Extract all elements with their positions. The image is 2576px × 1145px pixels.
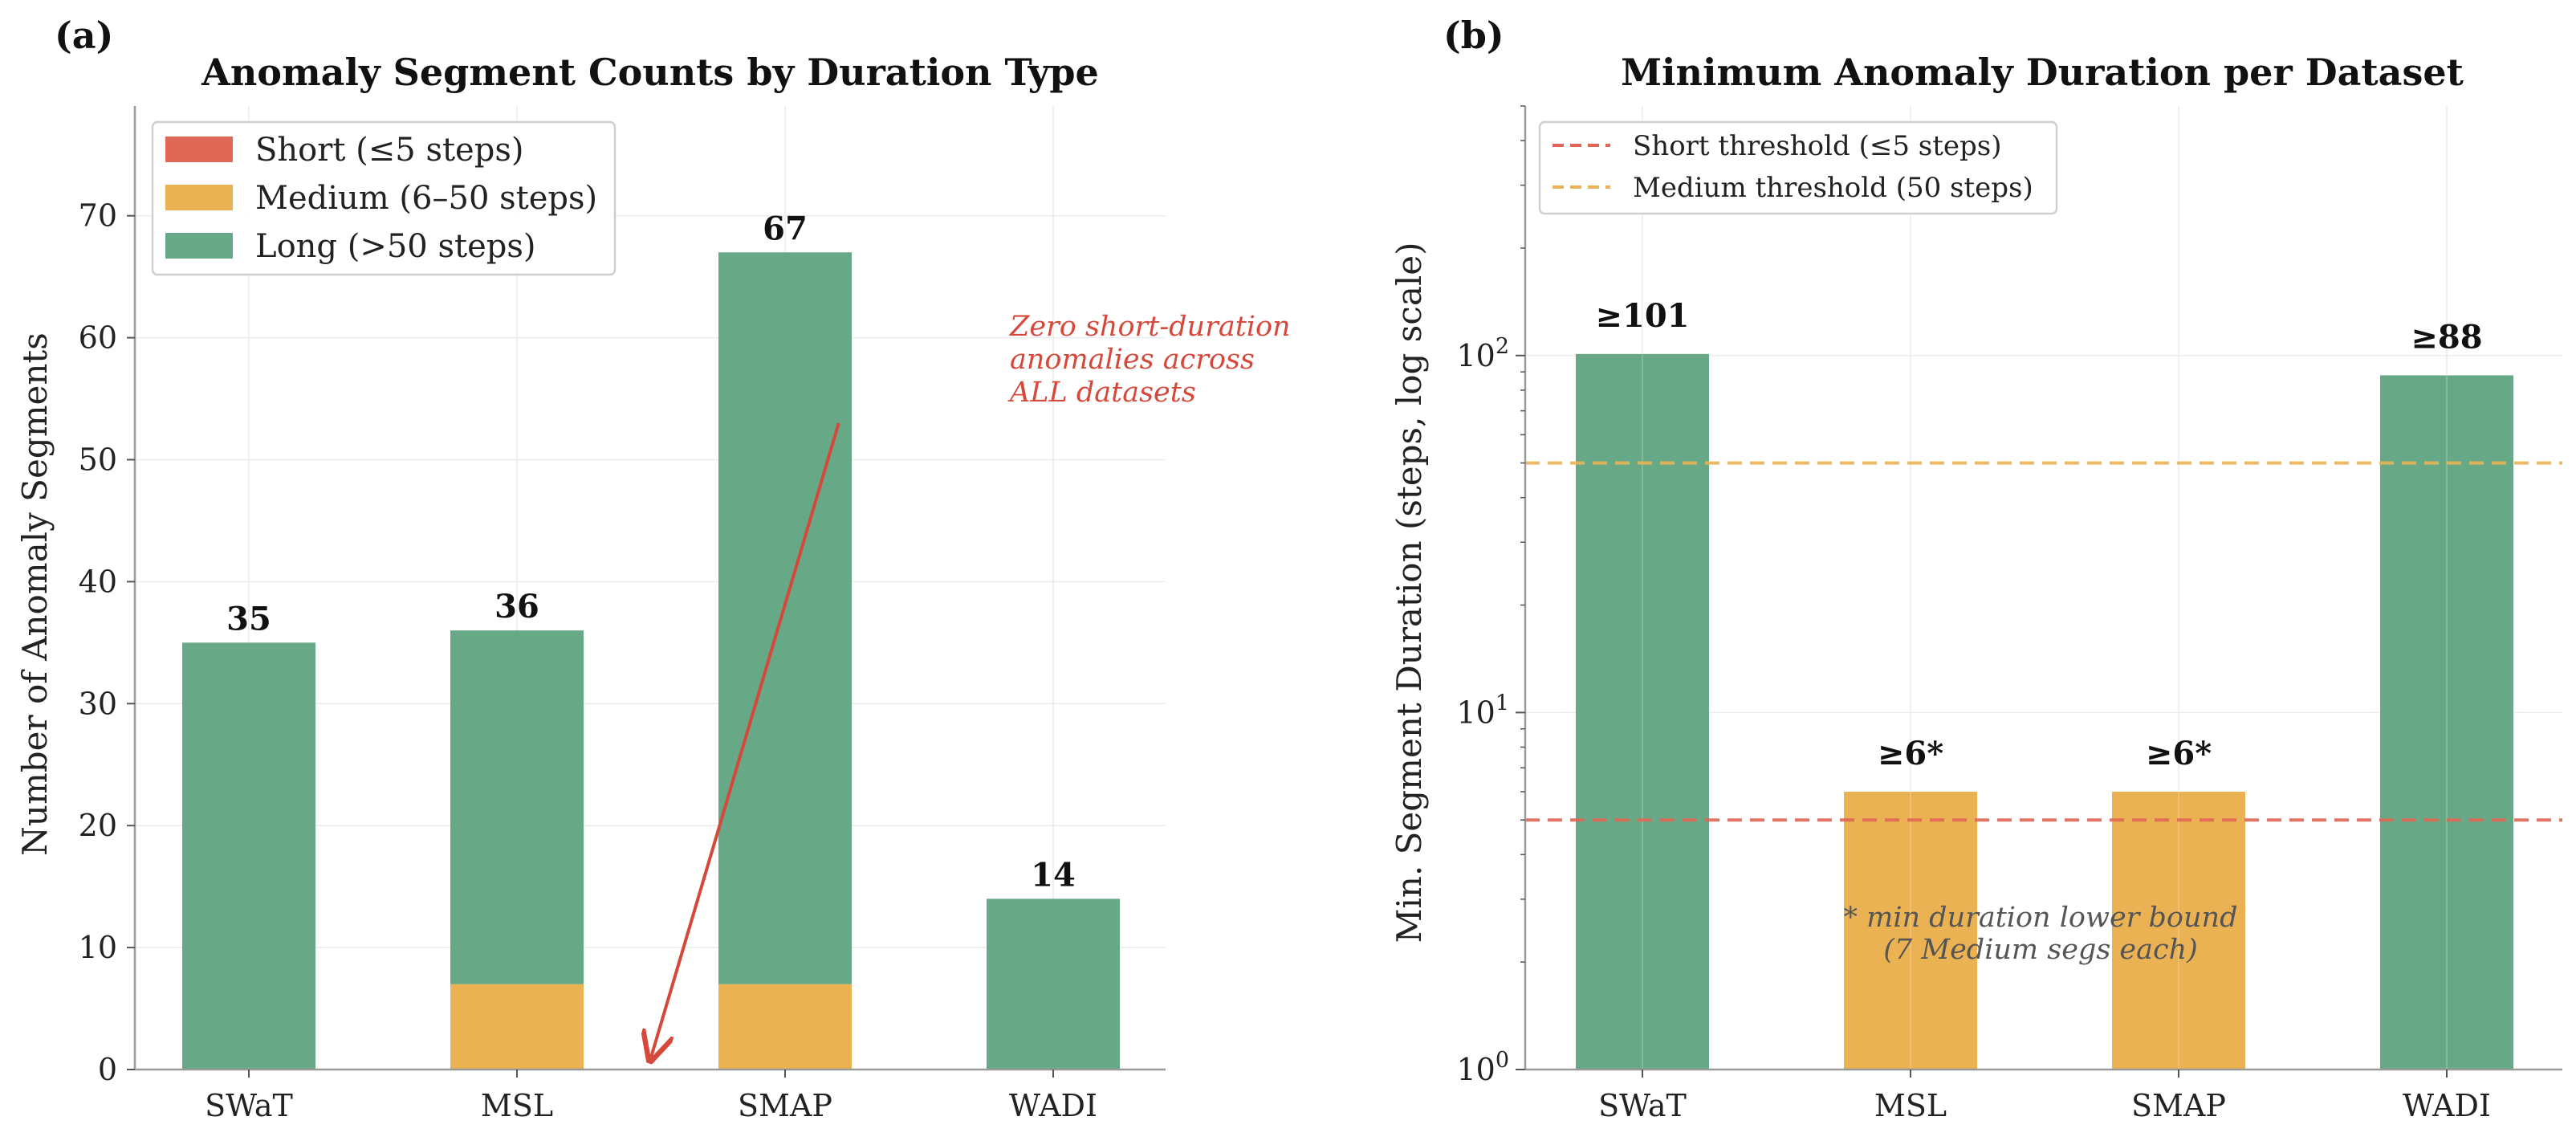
panel-b-legend: Short threshold (≤5 steps) Medium thresho… xyxy=(1538,120,2058,215)
legend-label-1: Medium (6–50 steps) xyxy=(255,180,597,217)
legend-label-1: Medium threshold (50 steps) xyxy=(1633,172,2033,204)
chart-panel-a: (a) Anomaly Segment Counts by Duration T… xyxy=(15,14,1291,1123)
legend-swatch-2 xyxy=(165,233,233,259)
panel-b-threshold-lines xyxy=(1525,461,2562,822)
y-tick-base: 10 xyxy=(1456,338,1495,373)
legend-box xyxy=(1538,120,2058,215)
x-tick-label-wadi: WADI xyxy=(1009,1088,1097,1123)
panel-b-value-labels: ≥101 ≥6* ≥6* ≥88 xyxy=(1595,297,2482,772)
y-tick-label-30: 30 xyxy=(79,686,117,721)
y-tick-label-20: 20 xyxy=(79,808,117,843)
y-tick-label-1: 100 xyxy=(1456,1048,1509,1087)
panel-a-y-ticks: 0 10 20 30 40 50 60 70 xyxy=(79,198,135,1087)
bar-msl xyxy=(1844,792,1977,1070)
legend-swatch-1 xyxy=(165,185,233,210)
y-tick-exponent: 2 xyxy=(1496,334,1509,359)
total-label-smap: 67 xyxy=(763,210,808,247)
annotation-arrow xyxy=(651,422,840,1057)
annotation-text-line-1: anomalies across xyxy=(1010,344,1255,376)
y-tick-base: 10 xyxy=(1456,1052,1495,1087)
y-tick-label-40: 40 xyxy=(79,564,117,599)
panel-a-axes xyxy=(133,106,1166,1071)
bar-wadi xyxy=(2380,375,2513,1070)
total-label-swat: 35 xyxy=(226,600,271,638)
x-tick-label-wadi: WADI xyxy=(2403,1088,2491,1123)
bar-msl-series-2 xyxy=(450,630,584,984)
panel-a-bars xyxy=(182,252,1120,1070)
panel-a-total-labels: 35 36 67 14 xyxy=(226,210,1076,894)
bar-smap-series-2 xyxy=(718,252,852,984)
panel-b-bars xyxy=(1576,353,2513,1070)
value-label-wadi: ≥88 xyxy=(2411,318,2482,356)
legend-label-0: Short (≤5 steps) xyxy=(255,132,523,169)
bar-swat-series-2 xyxy=(182,642,315,1070)
y-tick-label-0: 0 xyxy=(98,1052,117,1087)
annotation-text-line-2: ALL datasets xyxy=(1007,377,1196,409)
panel-b-title: Minimum Anomaly Duration per Dataset xyxy=(1621,51,2464,94)
bar-swat xyxy=(1576,353,1709,1070)
x-tick-label-msl: MSL xyxy=(1874,1088,1947,1123)
y-tick-label-50: 50 xyxy=(79,442,117,478)
bar-smap-series-1 xyxy=(718,984,852,1070)
y-tick-label-60: 60 xyxy=(79,320,117,356)
value-label-smap: ≥6* xyxy=(2146,735,2212,772)
panel-a-label: (a) xyxy=(55,14,113,57)
total-label-wadi: 14 xyxy=(1031,856,1076,894)
y-tick-label-10: 10 xyxy=(79,930,117,965)
y-tick-label-10: 101 xyxy=(1456,691,1509,730)
x-tick-label-smap: SMAP xyxy=(738,1088,832,1123)
y-tick-exponent: 1 xyxy=(1496,691,1509,715)
bar-wadi-series-2 xyxy=(987,898,1120,1070)
panel-a-x-ticks: SWaT MSL SMAP WADI xyxy=(205,1070,1097,1123)
panel-b-x-ticks: SWaT MSL SMAP WADI xyxy=(1598,1070,2491,1123)
bar-msl-series-1 xyxy=(450,984,584,1070)
y-tick-label-100: 102 xyxy=(1456,334,1509,373)
panel-b-note: * min duration lower bound(7 Medium segs… xyxy=(1844,902,2238,966)
legend-label-0: Short threshold (≤5 steps) xyxy=(1633,130,2001,162)
panel-b-label: (b) xyxy=(1443,14,1504,57)
y-tick-label-70: 70 xyxy=(79,198,117,234)
value-label-msl: ≥6* xyxy=(1878,735,1943,772)
y-tick-base: 10 xyxy=(1456,695,1495,730)
panel-a-ylabel: Number of Anomaly Segments xyxy=(15,332,55,856)
panel-a-legend: Short (≤5 steps) Medium (6–50 steps) Long … xyxy=(151,120,617,276)
legend-label-2: Long (>50 steps) xyxy=(255,228,535,265)
x-tick-label-msl: MSL xyxy=(481,1088,553,1123)
chart-panel-b: (b) Minimum Anomaly Duration per Dataset… xyxy=(1390,14,2562,1123)
y-tick-exponent: 0 xyxy=(1496,1048,1509,1073)
bar-smap xyxy=(2112,792,2245,1070)
total-label-msl: 36 xyxy=(494,588,539,625)
note-line-0: * min duration lower bound xyxy=(1844,902,2238,934)
x-tick-label-swat: SWaT xyxy=(1598,1088,1687,1123)
panel-b-ylabel: Min. Segment Duration (steps, log scale) xyxy=(1390,242,1429,943)
legend-swatch-0 xyxy=(165,137,233,162)
panel-a-title: Anomaly Segment Counts by Duration Type xyxy=(201,51,1099,94)
x-tick-label-smap: SMAP xyxy=(2131,1088,2226,1123)
x-tick-label-swat: SWaT xyxy=(205,1088,293,1123)
annotation-text-line-0: Zero short-duration xyxy=(1009,311,1291,343)
panel-b-axes xyxy=(1524,106,2562,1071)
legend-box xyxy=(151,120,617,276)
note-line-1: (7 Medium segs each) xyxy=(1883,934,2198,966)
value-label-swat: ≥101 xyxy=(1595,297,1689,335)
